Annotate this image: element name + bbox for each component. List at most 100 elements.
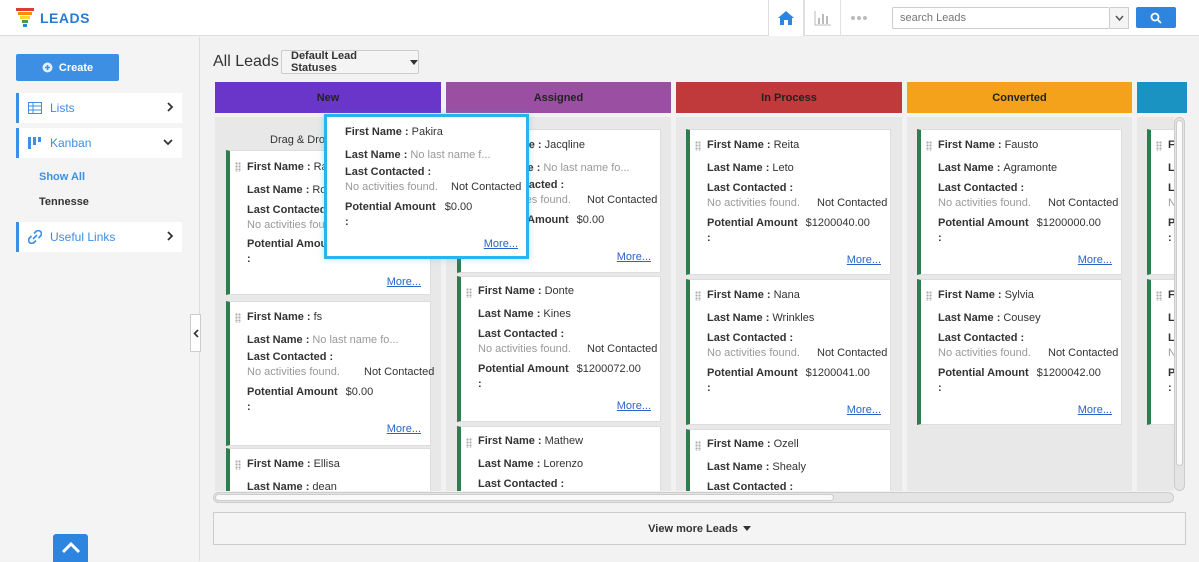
last-contacted-label: Last Contacted : [247,204,334,216]
more-link[interactable]: More... [616,251,651,263]
last-name-label: Last Name : [247,481,310,491]
dragged-lead-card[interactable]: First Name : Pakira Last Name : No last … [324,114,529,259]
first-name-label: First Name : [345,126,409,138]
home-button[interactable] [768,0,804,36]
more-link[interactable]: More... [616,400,651,412]
drag-handle-icon[interactable] [1156,141,1162,151]
drag-handle-icon[interactable] [926,291,932,301]
link-icon [28,230,42,244]
last-name-label: Last Name : [707,162,770,174]
search-filter-dropdown[interactable] [1110,7,1129,29]
drag-handle-icon[interactable] [695,441,701,451]
potential-amount-label: P [1168,367,1174,379]
last-name-label: Last Name : [938,312,1001,324]
drag-handle-icon[interactable] [695,291,701,301]
chevron-up-icon [61,541,80,554]
lead-card[interactable]: First Name : Fausto Last Name : Agramonte … [917,129,1122,275]
drag-handle-icon[interactable] [235,460,241,470]
first-name-value: Mathew [544,435,584,447]
sidebar-item-useful-links[interactable]: Useful Links [16,222,182,252]
lead-card[interactable]: First Name : Mathew Last Name : Lorenzo La… [457,426,661,491]
lead-card[interactable]: F L L N P : [1147,279,1174,425]
horizontal-scrollbar[interactable] [213,492,1174,503]
column-new: Drag & Drop First Name : Ra Last Name : Ro… [215,117,441,491]
last-contacted-label: Last Contacted : [707,481,794,491]
sidebar-subitem-show-all[interactable]: Show All [39,171,86,183]
more-link[interactable]: More... [846,404,881,416]
last-contacted-label: Last Contacted : [707,182,794,194]
drag-drop-hint: Drag & Drop [270,134,332,146]
column-header-assigned: Assigned [446,82,671,113]
more-link[interactable]: More... [386,276,421,288]
drag-handle-icon[interactable] [1156,291,1162,301]
horizontal-scroll-thumb[interactable] [215,494,834,501]
last-name-value: Leto [772,162,794,174]
potential-amount-label: Potential Amount [938,367,1029,379]
drag-handle-icon[interactable] [466,288,472,298]
potential-amount-label: Potential Amount [707,217,798,229]
potential-amount-value: $1200041.00 [805,367,870,379]
last-name-value: No last name fo... [312,334,399,346]
bar-chart-icon [814,11,831,26]
lead-status-dropdown[interactable]: Default Lead Statuses [281,50,419,74]
colon: : [478,378,482,390]
scroll-to-top-button[interactable] [53,534,88,562]
more-options-button[interactable] [840,0,876,36]
first-name-label: F [1168,289,1174,301]
column-title: New [316,91,340,104]
brand[interactable]: LEADS [16,8,90,28]
first-name-value: fs [313,311,323,323]
colon: : [938,382,942,394]
lead-card[interactable]: First Name : Reita Last Name : Leto Last C… [686,129,891,275]
sidebar-collapse-toggle[interactable] [190,314,201,352]
lead-card[interactable]: First Name : fs Last Name : No last name f… [226,301,434,446]
ellipsis-icon [850,16,867,20]
sidebar: Create Lists Kanban Show All Tennesse Us… [0,37,200,562]
last-name-value: No last name f... [410,149,491,161]
drag-handle-icon[interactable] [695,141,701,151]
sidebar-item-lists[interactable]: Lists [16,93,182,123]
contact-status: Not Contacted [587,343,658,355]
column-header-partial [1137,82,1187,113]
activities-value: No activities found [247,219,337,231]
sidebar-subitem-tennesse[interactable]: Tennesse [39,196,89,208]
last-name-value: Agramonte [1003,162,1058,174]
drag-handle-icon[interactable] [926,141,932,151]
vertical-scrollbar[interactable] [1174,117,1185,491]
last-contacted-label: L [1168,182,1174,194]
activities-value: N [1168,347,1174,359]
activities-value: No activities found. [938,197,1031,209]
contact-status: Not Contacted [587,194,658,206]
lead-card[interactable]: First Name : Ellisa Last Name : dean [226,448,431,491]
activities-value: No activities found. [707,347,800,359]
search-input[interactable] [892,7,1110,29]
lead-card[interactable]: First Name : Nana Last Name : Wrinkles Las… [686,279,891,425]
drag-handle-icon[interactable] [235,313,241,323]
create-button[interactable]: Create [16,54,119,81]
drag-handle-icon[interactable] [466,438,472,448]
lead-card[interactable]: First Name : Sylvia Last Name : Cousey Las… [917,279,1122,425]
more-link[interactable]: More... [386,423,421,435]
more-link[interactable]: More... [1077,404,1112,416]
last-contacted-label: Last Contacted : [938,332,1025,344]
more-link[interactable]: More... [846,254,881,266]
vertical-scroll-thumb[interactable] [1176,120,1183,466]
lead-card[interactable]: First Name : Ozell Last Name : Shealy Last… [686,429,891,491]
lead-card[interactable]: First Name : Donte Last Name : Kines Last … [457,276,661,422]
lead-card[interactable]: F L L N P : [1147,129,1174,275]
top-nav [768,0,876,36]
contact-status: Not Contacted [817,197,888,209]
drag-handle-icon[interactable] [235,162,241,172]
more-link[interactable]: More... [1077,254,1112,266]
colon: : [1168,232,1172,244]
sidebar-item-kanban[interactable]: Kanban [16,128,182,158]
activities-value: No activities found. [247,366,340,378]
view-more-leads-button[interactable]: View more Leads [213,512,1186,545]
last-name-value: dean [312,481,337,491]
last-name-label: Last Name : [247,184,310,196]
search-button[interactable] [1136,7,1176,28]
reports-button[interactable] [804,0,840,36]
activities-value: No activities found. [478,343,571,355]
last-contacted-label: L [1168,332,1174,344]
more-link[interactable]: More... [483,238,518,250]
